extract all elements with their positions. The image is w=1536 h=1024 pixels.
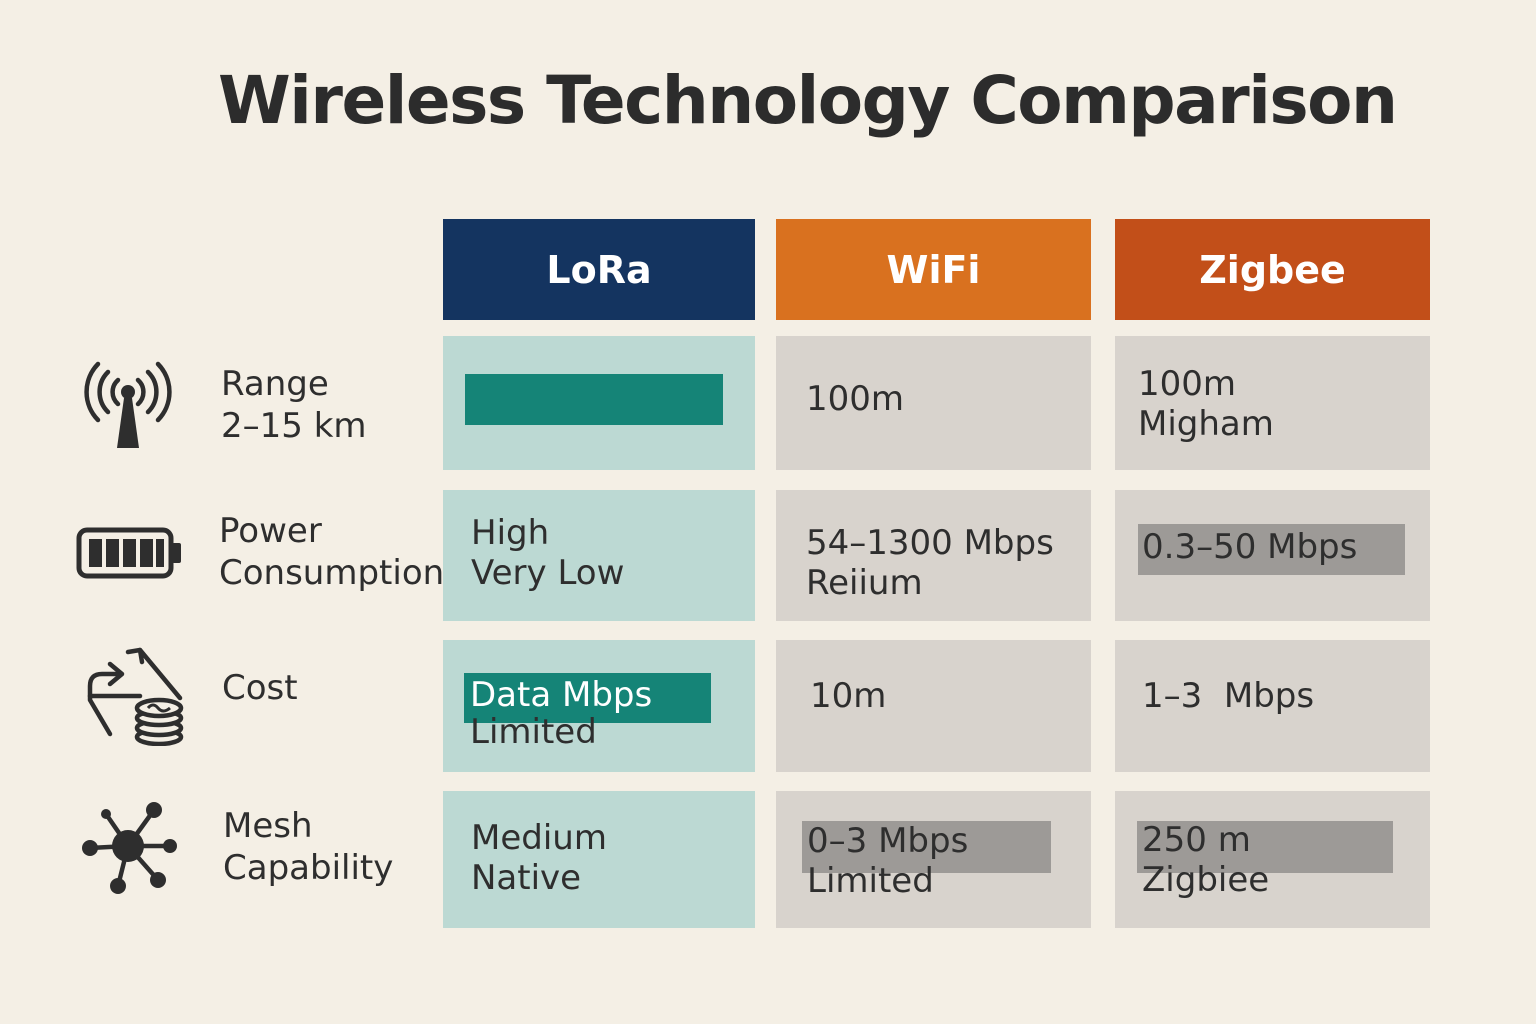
- row-label-line: Power: [219, 511, 322, 551]
- cell-text: Native: [471, 858, 582, 898]
- cell-text: Zigbiee: [1142, 860, 1270, 900]
- mesh-network-icon: [80, 798, 180, 898]
- range-bar: [465, 374, 723, 425]
- row-label-line: Capability: [223, 848, 394, 888]
- cell-text: Limited: [470, 712, 597, 752]
- cell-text: 1–3 Mbps: [1142, 676, 1315, 716]
- cell-text: Reiium: [806, 563, 923, 603]
- highlight-bar: [802, 821, 1051, 873]
- cell-text: 100m: [806, 379, 905, 419]
- row-label-mesh: Mesh Capability: [223, 805, 393, 889]
- cell-zigbee-mesh: 250 m Zigbiee: [1115, 791, 1430, 928]
- cost-coins-icon: [82, 646, 186, 747]
- cell-text: 54–1300 Mbps: [806, 523, 1054, 563]
- column-header-label: LoRa: [546, 247, 652, 292]
- row-label-line: Mesh: [223, 806, 313, 846]
- cell-text: 10m: [810, 676, 887, 716]
- row-label-line: Cost: [222, 668, 298, 708]
- column-header-lora: LoRa: [443, 219, 755, 320]
- cell-wifi-mesh: 0–3 Mbps Limited: [776, 791, 1091, 928]
- cell-wifi-range: 100m: [776, 336, 1091, 470]
- cell-zigbee-range: 100m Migham: [1115, 336, 1430, 470]
- highlight-bar: [1138, 524, 1405, 575]
- highlight-bar: [1137, 821, 1393, 873]
- antenna-icon: [80, 358, 176, 454]
- cell-text: Data Mbps: [470, 675, 653, 715]
- cell-text: Medium: [471, 818, 607, 858]
- row-label-line: Range: [221, 364, 329, 404]
- cell-text: 100m: [1138, 364, 1237, 404]
- highlight-bar: [464, 673, 711, 723]
- cell-text: 250 m: [1142, 820, 1251, 860]
- cell-zigbee-power: 0.3–50 Mbps: [1115, 490, 1430, 621]
- cell-text: 0–3 Mbps: [807, 821, 969, 861]
- row-label-power: Power Consumption: [219, 510, 444, 594]
- row-label-cost: Cost: [222, 667, 298, 709]
- battery-icon: [76, 526, 184, 580]
- row-label-line: Consumption: [219, 553, 445, 593]
- cell-zigbee-cost: 1–3 Mbps: [1115, 640, 1430, 772]
- cell-lora-range: [443, 336, 755, 470]
- cell-text: Migham: [1138, 404, 1274, 444]
- cell-text: Limited: [807, 861, 934, 901]
- row-label-range: Range 2–15 km: [221, 363, 367, 447]
- cell-lora-mesh: Medium Native: [443, 791, 755, 928]
- cell-wifi-power: 54–1300 Mbps Reiium: [776, 490, 1091, 621]
- column-header-zigbee: Zigbee: [1115, 219, 1430, 320]
- column-header-label: WiFi: [886, 247, 981, 292]
- page-title: Wireless Technology Comparison: [218, 62, 1398, 139]
- column-header-wifi: WiFi: [776, 219, 1091, 320]
- cell-lora-power: High Very Low: [443, 490, 755, 621]
- cell-wifi-cost: 10m: [776, 640, 1091, 772]
- cell-text: High: [471, 513, 550, 553]
- column-header-label: Zigbee: [1199, 247, 1346, 292]
- cell-lora-cost: Data Mbps Limited: [443, 640, 755, 772]
- cell-text: 0.3–50 Mbps: [1142, 527, 1358, 567]
- row-label-line: 2–15 km: [221, 406, 367, 446]
- cell-text: Very Low: [471, 553, 625, 593]
